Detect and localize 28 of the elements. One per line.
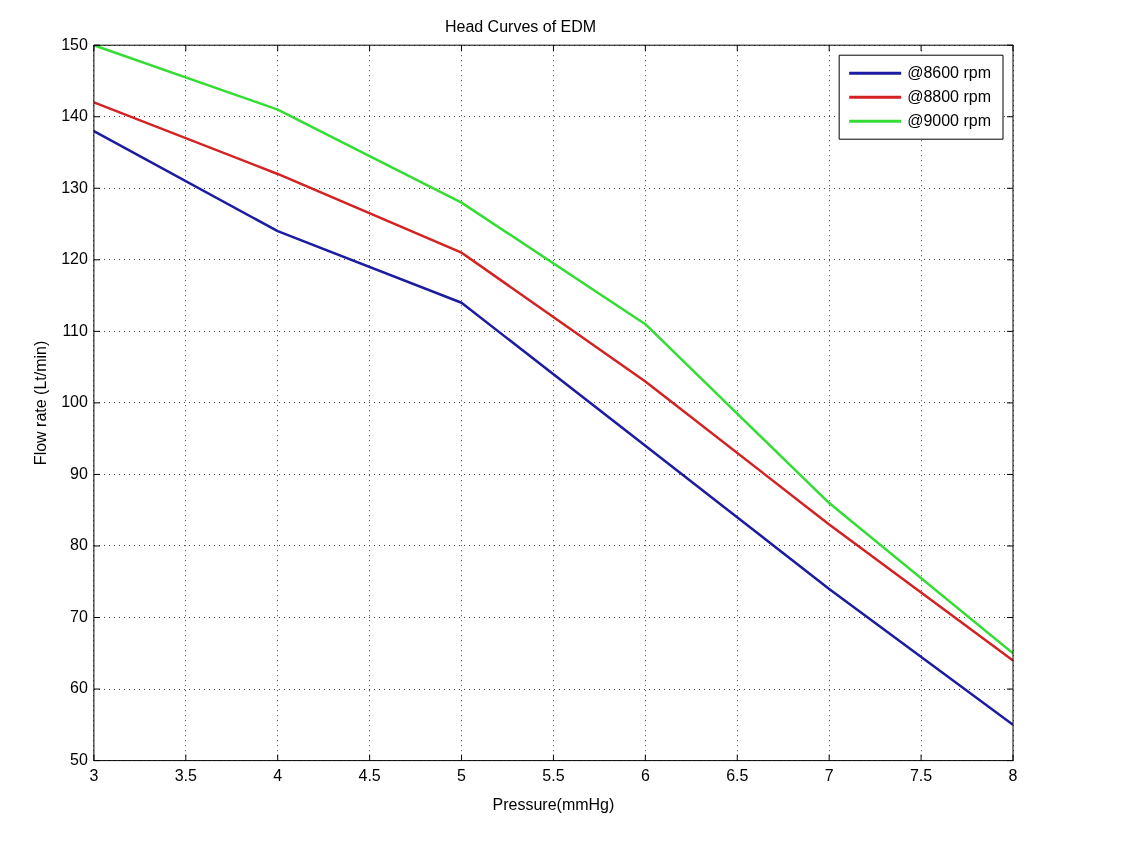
- x-tick-label: 7: [824, 766, 834, 784]
- y-tick-label: 60: [70, 679, 88, 697]
- x-tick-label: 7.5: [909, 766, 933, 784]
- x-tick-label: 5.5: [542, 766, 565, 784]
- x-tick-label: 8: [1008, 766, 1018, 784]
- y-tick-label: 150: [61, 35, 88, 53]
- y-tick-label: 80: [70, 536, 88, 554]
- y-tick-label: 70: [70, 607, 88, 625]
- y-tick-label: 130: [61, 178, 88, 196]
- y-tick-label: 90: [70, 464, 88, 482]
- y-axis-title: Flow rate (Lt/min): [32, 340, 50, 466]
- y-tick-label: 50: [70, 751, 88, 769]
- y-tick-label: 140: [61, 107, 88, 125]
- y-tick-label: 120: [61, 250, 88, 268]
- x-tick-label: 4.5: [358, 766, 381, 784]
- x-tick-label: 6: [640, 766, 650, 784]
- legend-label: @8800 rpm: [907, 87, 992, 105]
- y-tick-label: 110: [62, 321, 88, 339]
- chart-title: Head Curves of EDM: [444, 18, 597, 36]
- x-tick-label: 6.5: [726, 766, 749, 784]
- x-tick-label: 4: [273, 766, 283, 784]
- x-tick-label: 3.5: [174, 766, 198, 784]
- x-tick-label: 5: [457, 766, 467, 784]
- x-tick-label: 3: [89, 766, 99, 784]
- legend-label: @9000 rpm: [907, 111, 992, 129]
- legend-label: @8600 rpm: [907, 63, 992, 81]
- y-tick-label: 100: [61, 393, 88, 411]
- x-axis-title: Pressure(mmHg): [492, 795, 615, 813]
